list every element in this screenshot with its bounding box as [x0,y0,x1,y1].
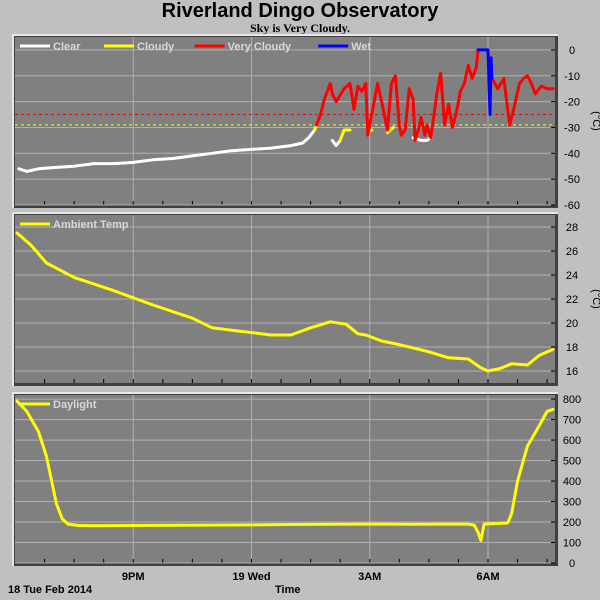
x-tick-label: 9PM [122,571,145,583]
y-tick-label: -60 [564,200,580,212]
date-label: 18 Tue Feb 2014 [8,584,93,596]
sky-status-subtitle: Sky is Very Cloudy. [249,21,351,35]
series-line-cloudy [338,128,352,142]
y-tick-label: 24 [566,270,578,282]
x-axis-title: Time [275,584,301,596]
series-line-clear [17,128,317,173]
y-tick-label: 500 [563,456,581,468]
x-tick-label: 6AM [476,571,499,583]
legend-label-ambient-temp: Ambient Temp [53,219,129,231]
y-tick-label: -10 [564,71,580,83]
y-tick-label: 18 [566,342,578,354]
x-tick-label: 19 Wed [232,571,270,583]
series-line-wet [476,48,494,116]
chart-panel-1: 0 -10 -20 -30 -40 -50 -60 (°C) Clear Cloudy Very C… [12,34,600,212]
y-tick-label: -40 [564,148,580,160]
y-tick-label: 300 [563,497,581,509]
series-line-ambient-temp [15,231,555,373]
y-tick-label: 26 [566,246,578,258]
series-group [15,399,555,542]
series-line-cloudy [386,126,395,135]
y-tick-label: 28 [566,222,578,234]
y-tick-label: 0 [569,558,575,570]
legend-label-clear: Clear [53,41,81,53]
y-tick-label: 400 [563,476,581,488]
series-line-very-cloudy [490,74,555,127]
y-tick-label: 800 [563,394,581,406]
legend-label-wet: Wet [351,41,371,53]
y-tick-label: -20 [564,97,580,109]
series-group [15,231,555,373]
y-tick-label: 0 [569,45,575,57]
page-title: Riverland Dingo Observatory [161,0,439,22]
y-tick-label: -50 [564,174,580,186]
y-tick-label: 16 [566,366,578,378]
series-line-very-cloudy [315,48,480,142]
y-tick-label: -30 [564,122,580,134]
series-line-clear [330,138,342,148]
y-axis-label: (°C) [590,289,600,309]
legend-label-cloudy: Cloudy [137,41,175,53]
legend-label-very-cloudy: Very Cloudy [228,41,292,53]
plot-area [15,395,555,563]
y-tick-label: 100 [563,538,581,550]
y-tick-label: 200 [563,517,581,529]
y-tick-label: 20 [566,318,578,330]
x-tick-label: 3AM [358,571,381,583]
chart-panel-2: 28 26 24 22 20 18 16 (°C) Ambient Temp [12,212,600,386]
series-line-daylight [15,399,555,542]
chart-panel-3: 800 700 600 500 400 300 200 100 0 Daylight 9PM 19 W… [12,392,581,583]
y-tick-label: 22 [566,294,578,306]
y-tick-label: 700 [563,415,581,427]
y-tick-label: 600 [563,435,581,447]
legend-label-daylight: Daylight [53,399,97,411]
plot-area [15,37,555,205]
series-group [17,48,555,173]
y-axis-label: (°C) [590,111,600,131]
